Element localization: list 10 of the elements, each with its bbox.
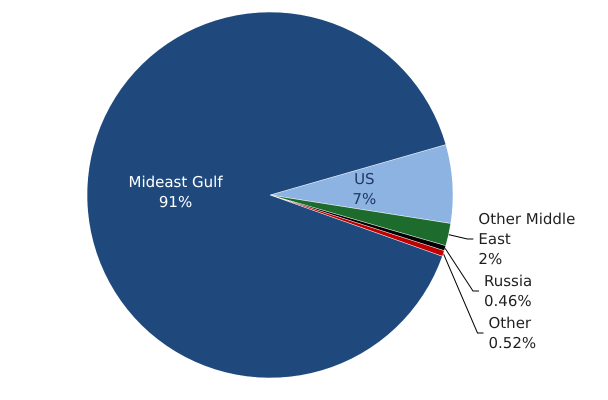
slice-label: Mideast Gulf <box>128 173 224 192</box>
slice-label: US <box>354 170 375 188</box>
data-label: 91% <box>158 193 192 212</box>
data-label: 0.46% <box>484 292 532 310</box>
data-label: 2% <box>478 250 502 268</box>
slice-label: Other Middle East <box>478 210 576 248</box>
slice-label: Russia <box>484 272 532 290</box>
data-label: 7% <box>352 190 376 208</box>
data-label: 0.52% <box>488 334 536 352</box>
slice-label: Other <box>488 314 532 332</box>
